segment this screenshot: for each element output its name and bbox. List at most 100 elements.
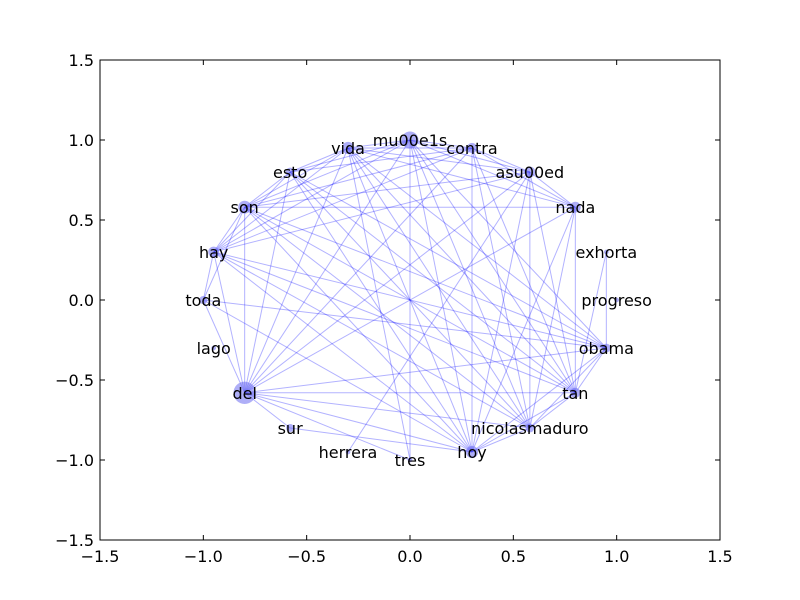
edge-hoy-toda xyxy=(203,299,473,453)
y-tick-label: 0.5 xyxy=(69,211,94,230)
node-exhorta xyxy=(603,249,609,255)
edge-mu00e1s-esto xyxy=(290,139,411,173)
edge-esto-vida xyxy=(289,147,349,173)
edge-obama-hay xyxy=(213,251,607,349)
x-tick-label: −0.5 xyxy=(287,547,326,566)
edge-asu00ed-nada xyxy=(529,171,576,208)
node-label-obama: obama xyxy=(579,339,634,358)
edge-contra-tan xyxy=(471,147,576,393)
edge-contra-nicolasmaduro xyxy=(471,147,531,429)
edge-tan-hoy xyxy=(471,392,576,453)
edge-nicolasmaduro-son xyxy=(244,206,531,429)
node-label-asu00ed: asu00ed xyxy=(496,163,565,182)
edge-nada-hoy xyxy=(471,207,576,453)
node-nada xyxy=(569,201,581,213)
edge-herrera-asu00ed xyxy=(347,171,531,453)
edge-contra-asu00ed xyxy=(471,147,531,173)
node-label-son: son xyxy=(231,198,259,217)
edge-obama-toda xyxy=(203,299,607,349)
x-tick-label: 1.5 xyxy=(707,547,732,566)
edge-hoy-son xyxy=(244,206,473,453)
y-tick-label: 1.0 xyxy=(69,131,94,150)
edge-son-esto xyxy=(244,171,291,208)
edge-nicolasmaduro-hoy xyxy=(471,427,531,453)
edge-tres-del xyxy=(244,392,411,461)
node-label-hoy: hoy xyxy=(457,443,486,462)
edge-del-vida xyxy=(244,147,349,393)
edge-tan-son xyxy=(244,206,576,394)
node-label-contra: contra xyxy=(446,139,497,158)
node-label-lago: lago xyxy=(197,339,231,358)
node-progreso xyxy=(614,297,620,303)
edge-asu00ed-son xyxy=(244,171,530,208)
edge-nada-nicolasmaduro xyxy=(529,207,576,429)
y-tick-label: −1.5 xyxy=(55,531,94,550)
edge-contra-esto xyxy=(290,147,473,173)
edge-asu00ed-hoy xyxy=(471,171,531,453)
edge-mu00e1s-nada xyxy=(409,139,576,208)
edge-hoy-vida xyxy=(347,147,473,453)
y-tick-label: −0.5 xyxy=(55,371,94,390)
edge-toda-son xyxy=(202,206,246,301)
node-esto xyxy=(285,167,295,177)
node-label-esto: esto xyxy=(273,163,307,182)
edge-asu00ed-tan xyxy=(529,171,576,393)
y-tick-label: −1.0 xyxy=(55,451,94,470)
edge-hay-vida xyxy=(213,147,349,253)
edge-contra-son xyxy=(244,147,473,208)
edge-mu00e1s-tan xyxy=(409,139,576,394)
node-nicolasmaduro xyxy=(525,423,535,433)
edge-obama-esto xyxy=(289,171,607,349)
edge-mu00e1s-hay xyxy=(213,139,411,253)
node-label-tan: tan xyxy=(562,384,588,403)
node-del xyxy=(233,381,256,404)
x-tick-label: −1.5 xyxy=(81,547,120,566)
edge-mu00e1s-contra xyxy=(409,139,473,149)
node-label-toda: toda xyxy=(185,291,221,310)
node-asu00ed xyxy=(524,166,536,178)
node-hoy xyxy=(465,445,479,459)
edge-mu00e1s-obama xyxy=(409,139,607,349)
edge-mu00e1s-hoy xyxy=(409,139,473,453)
edge-hay-son xyxy=(213,206,246,253)
x-axis-ticks: −1.5 −1.0 −0.5 0.0 0.5 1.0 1.5 xyxy=(81,60,733,566)
edge-tan-nicolasmaduro xyxy=(529,392,576,429)
node-vida xyxy=(341,141,355,155)
edge-tres-vida xyxy=(347,147,411,461)
y-tick-label: 1.5 xyxy=(69,51,94,70)
edge-tan-hay xyxy=(213,251,576,394)
edge-tan-esto xyxy=(289,171,576,394)
edge-hoy-del xyxy=(244,392,473,453)
node-label-tres: tres xyxy=(395,451,426,470)
node-herrera xyxy=(345,449,351,455)
node-label-vida: vida xyxy=(331,139,365,158)
x-tick-label: 0.5 xyxy=(501,547,526,566)
node-obama xyxy=(601,343,611,353)
edge-obama-nicolasmaduro xyxy=(529,347,607,429)
y-tick-label: 0.0 xyxy=(69,291,94,310)
node-label-herrera: herrera xyxy=(319,443,378,462)
node-tres xyxy=(407,457,413,463)
edge-nicolasmaduro-hay xyxy=(213,251,531,429)
edge-mu00e1s-del xyxy=(244,139,411,394)
edge-obama-del xyxy=(244,347,607,394)
edge-asu00ed-hay xyxy=(213,171,530,253)
node-label-exhorta: exhorta xyxy=(576,243,638,262)
edge-contra-hay xyxy=(213,147,473,253)
edge-contra-del xyxy=(244,147,473,394)
node-lago xyxy=(211,345,217,351)
y-axis-ticks: 1.5 1.0 0.5 0.0 −0.5 −1.0 −1.5 xyxy=(55,51,720,550)
node-toda xyxy=(199,295,208,305)
edge-obama-son xyxy=(244,206,607,349)
edge-hoy-esto xyxy=(289,171,473,453)
node-label-nada: nada xyxy=(555,198,595,217)
node-label-hay: hay xyxy=(199,243,228,262)
edge-mu00e1s-nicolasmaduro xyxy=(409,139,531,429)
edge-tan-vida xyxy=(347,147,576,394)
edge-nada-del xyxy=(244,206,576,394)
edge-mu00e1s-son xyxy=(244,139,411,208)
node-label-mu00e1s: mu00e1s xyxy=(373,131,447,150)
edge-toda-hay xyxy=(202,251,215,301)
edge-asu00ed-vida xyxy=(347,147,530,173)
